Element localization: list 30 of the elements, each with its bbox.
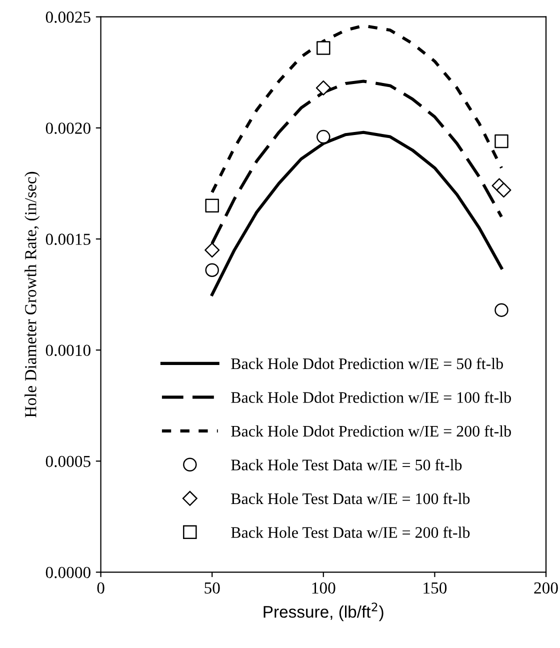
y-tick-label: 0.0000 (46, 566, 90, 578)
y-tick-label: 0.0015 (46, 234, 90, 245)
point (496, 182, 512, 198)
x-tick-label: 150 (424, 582, 447, 594)
y-tick-label: 0.0010 (46, 344, 90, 356)
y-tick-label: 0.0020 (46, 122, 90, 134)
point (205, 198, 219, 213)
point (316, 80, 331, 96)
point (316, 41, 330, 55)
x-tick-label: 50 (204, 582, 220, 594)
y-axis-title: Hole Diameter Growth Rate, (in/sec) (24, 172, 40, 418)
point (204, 242, 220, 258)
point (316, 130, 330, 144)
legend-label: Back Hole Test Data w/IE = 200 ft-lb (231, 526, 470, 538)
x-tick-label: 100 (312, 582, 336, 594)
x-tick-label: 200 (534, 582, 558, 594)
x-tick-label: 0 (97, 582, 104, 594)
legend-label: Back Hole Ddot Prediction w/IE = 200 ft-lb (231, 425, 511, 437)
point (494, 134, 508, 148)
x-axis-title: Pressure, (lb/ft$^{2}$) (264, 602, 384, 622)
line-series (210, 130, 504, 296)
y-tick-label: 0.0025 (46, 12, 90, 23)
legend-label: Back Hole Ddot Prediction w/IE = 100 ft-lb (231, 392, 511, 403)
legend-label: Back Hole Ddot Prediction w/IE = 50 ft-lb (231, 358, 503, 370)
legend-label: Back Hole Test Data w/IE = 100 ft-lb (231, 492, 470, 504)
legend-label: Back Hole Test Data w/IE = 50 ft-lb (231, 459, 462, 470)
point (205, 263, 219, 277)
y-tick-label: 0.0005 (46, 456, 90, 468)
point (494, 303, 508, 317)
line-series (210, 24, 504, 194)
